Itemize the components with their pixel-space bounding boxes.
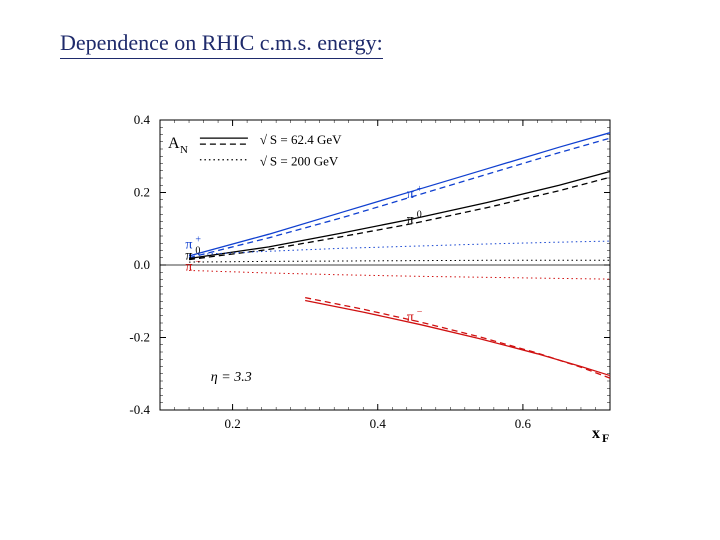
svg-text:0.6: 0.6 bbox=[515, 416, 532, 431]
svg-text:π: π bbox=[185, 259, 192, 274]
svg-text:0.0: 0.0 bbox=[134, 257, 150, 272]
svg-text:π: π bbox=[407, 212, 414, 227]
asymmetry-chart: -0.4 -0.2 0.0 0.2 0.4 0.2 0.4 0.6 ANxF √S = 62.4 … bbox=[90, 100, 630, 460]
svg-text:−: − bbox=[417, 307, 423, 318]
svg-text:0: 0 bbox=[417, 209, 422, 220]
svg-text:η = 3.3: η = 3.3 bbox=[211, 370, 252, 385]
svg-text:x: x bbox=[592, 425, 600, 442]
svg-text:A: A bbox=[168, 135, 180, 152]
page-title: Dependence on RHIC c.m.s. energy: bbox=[60, 30, 383, 59]
svg-text:-0.4: -0.4 bbox=[129, 402, 150, 417]
svg-text:√: √ bbox=[260, 154, 268, 169]
svg-text:0.2: 0.2 bbox=[134, 185, 150, 200]
svg-text:0.2: 0.2 bbox=[224, 416, 240, 431]
svg-text:0: 0 bbox=[195, 246, 200, 257]
svg-text:0.4: 0.4 bbox=[134, 112, 151, 127]
svg-text:S = 62.4 GeV: S = 62.4 GeV bbox=[270, 132, 342, 147]
svg-text:π: π bbox=[407, 187, 414, 202]
svg-text:+: + bbox=[417, 184, 423, 195]
svg-text:π: π bbox=[407, 310, 414, 325]
svg-text:0.4: 0.4 bbox=[370, 416, 387, 431]
svg-text:N: N bbox=[180, 144, 188, 156]
svg-text:-0.2: -0.2 bbox=[129, 330, 150, 345]
svg-text:+: + bbox=[195, 235, 201, 246]
svg-text:−: − bbox=[195, 256, 201, 267]
svg-text:F: F bbox=[602, 431, 609, 445]
svg-text:√: √ bbox=[260, 132, 268, 147]
svg-text:S = 200 GeV: S = 200 GeV bbox=[270, 154, 339, 169]
